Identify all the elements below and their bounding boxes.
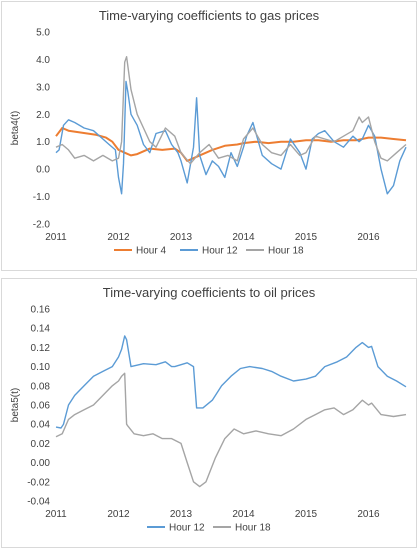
gas-legend-label: Hour 4 (136, 246, 166, 257)
oil-y-tick-label: 0.04 (31, 420, 51, 431)
oil-legend-label: Hour 12 (169, 523, 205, 534)
gas-legend-label: Hour 18 (268, 246, 304, 257)
oil-x-tick-label: 2013 (170, 509, 193, 520)
gas-legend-item: Hour 4 (114, 246, 166, 257)
gas-x-tick-label: 2014 (232, 232, 255, 243)
oil-y-tick-label: 0.00 (31, 458, 51, 469)
oil-y-tick-label: 0.02 (31, 439, 51, 450)
oil-y-tick-label: 0.16 (31, 305, 51, 316)
gas-legend-item: Hour 12 (180, 246, 238, 257)
gas-legend-label: Hour 12 (202, 246, 238, 257)
oil-series-line-hour-12 (55, 335, 407, 429)
oil-y-tick-label: 0.10 (31, 362, 51, 373)
gas-y-tick-label: 4.0 (36, 55, 50, 66)
oil-series-line-hour-18 (55, 372, 407, 488)
gas-y-tick-label: -2.0 (33, 220, 51, 231)
oil-y-tick-label: -0.04 (27, 497, 50, 508)
gas-x-tick-label: 2011 (45, 232, 67, 243)
gas-y-axis-label: beta4(t) (10, 111, 21, 145)
gas-series-line-hour-12 (55, 80, 407, 195)
gas-y-tick-label: 2.0 (36, 110, 50, 121)
oil-legend-item: Hour 18 (213, 523, 271, 534)
gas-x-tick-label: 2016 (357, 232, 380, 243)
oil-y-tick-label: 0.06 (31, 401, 51, 412)
gas-x-tick-label: 2012 (107, 232, 130, 243)
oil-y-tick-label: 0.12 (31, 343, 51, 354)
oil-legend-label: Hour 18 (235, 523, 271, 534)
gas-x-tick-label: 2015 (295, 232, 318, 243)
oil-x-tick-label: 2012 (107, 509, 130, 520)
oil-x-tick-label: 2011 (45, 509, 67, 520)
oil-chart-panel: Time-varying coefficients to oil prices b… (1, 278, 417, 548)
oil-x-tick-label: 2014 (232, 509, 255, 520)
gas-chart-title: Time-varying coefficients to gas prices (99, 8, 320, 23)
oil-x-tick-label: 2016 (357, 509, 380, 520)
gas-y-tick-label: 1.0 (36, 137, 50, 148)
gas-legend-item: Hour 18 (246, 246, 304, 257)
oil-y-axis-label: beta5(t) (10, 388, 21, 422)
gas-x-tick-label: 2013 (170, 232, 193, 243)
oil-y-tick-label: 0.08 (31, 381, 51, 392)
gas-chart-svg: Time-varying coefficients to gas prices b… (10, 8, 407, 257)
gas-y-tick-label: -1.0 (33, 192, 51, 203)
gas-chart-panel: Time-varying coefficients to gas prices b… (1, 1, 417, 271)
gas-y-tick-label: 3.0 (36, 82, 50, 93)
oil-chart-svg: Time-varying coefficients to oil prices b… (10, 285, 407, 534)
oil-x-tick-label: 2015 (295, 509, 318, 520)
gas-y-tick-label: 0.0 (36, 165, 50, 176)
oil-y-tick-label: 0.14 (31, 324, 51, 335)
oil-legend-item: Hour 12 (147, 523, 205, 534)
oil-y-tick-label: -0.02 (27, 477, 50, 488)
oil-chart-title: Time-varying coefficients to oil prices (103, 285, 316, 300)
gas-y-tick-label: 5.0 (36, 28, 50, 39)
gas-series-line-hour-18 (55, 56, 407, 165)
